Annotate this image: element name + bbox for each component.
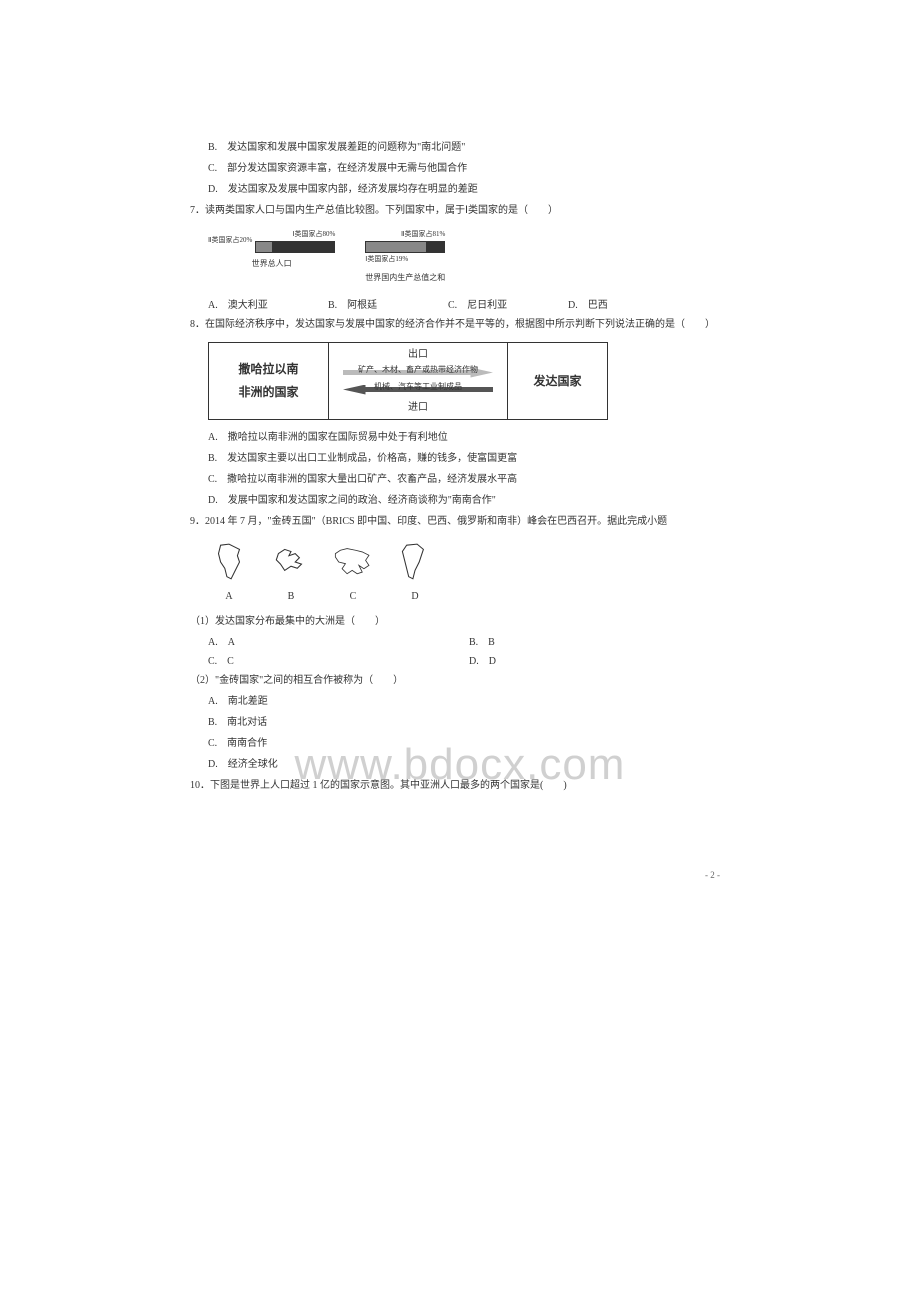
option-b: B. 发达国家和发展中国家发展差距的问题称为"南北问题" (208, 138, 730, 157)
q8-import-label: 进口 (329, 398, 507, 419)
q8-left-1: 撒哈拉以南 (238, 358, 298, 381)
q9-sub2-text: （2）"金砖国家"之间的相互合作被称为（ ） (190, 671, 730, 690)
q7-bar (255, 241, 273, 253)
q10-text: 10．下图是世界上人口超过 1 亿的国家示意图。其中亚洲人口最多的两个国家是( … (190, 776, 730, 795)
q7-label-ii-pop: Ⅱ类国家占20% (208, 234, 252, 247)
q7-label-ii-gdp: Ⅱ类国家占81% (401, 228, 445, 241)
q7-bar (273, 241, 335, 253)
q9-text: 9．2014 年 7 月，"金砖五国"（BRICS 即中国、印度、巴西、俄罗斯和… (190, 512, 730, 531)
q7-bar (427, 241, 445, 253)
q8-a: A. 撒哈拉以南非洲的国家在国际贸易中处于有利地位 (208, 428, 730, 447)
south-america-icon (394, 541, 436, 583)
page-number: - 2 - (705, 870, 720, 880)
option-c: C. 部分发达国家资源丰富，在经济发展中无需与他国合作 (208, 159, 730, 178)
q9-sub1-text: （1）发达国家分布最集中的大洲是（ ） (190, 612, 730, 631)
q8-c: C. 撒哈拉以南非洲的国家大量出口矿产、农畜产品，经济发展水平高 (208, 470, 730, 489)
q7-diagram: Ⅱ类国家占20% Ⅰ类国家占80% 世界总人口 Ⅱ类国家占81% (208, 228, 528, 288)
q8-left-2: 非洲的国家 (238, 381, 298, 404)
asia-icon (332, 541, 374, 583)
q7-label-i-gdp: Ⅰ类国家占19% (365, 253, 445, 266)
q8-export-label: 出口 (329, 343, 507, 364)
q8-diagram: 撒哈拉以南 非洲的国家 出口 矿产、木材、畜产或热带经济作物 机械、汽车等工业制… (208, 342, 608, 420)
q9-label-d: D (411, 587, 418, 606)
q9-sub1-a: A. A (208, 633, 469, 652)
q9-sub2-b: B. 南北对话 (208, 713, 730, 732)
q7-bar (365, 241, 427, 253)
q9-sub1-d: D. D (469, 652, 730, 671)
q9-label-c: C (350, 587, 357, 606)
q8-top-arrow-text: 矿产、木材、畜产或热带经济作物 (358, 362, 478, 377)
q7-caption-right: 世界国内生产总值之和 (365, 270, 445, 285)
q7-d: D. 巴西 (568, 296, 648, 315)
q7-c: C. 尼日利亚 (448, 296, 528, 315)
q9-continents: A B C D (208, 541, 730, 606)
option-d: D. 发达国家及发展中国家内部，经济发展均存在明显的差距 (208, 180, 730, 199)
q9-sub2-d: D. 经济全球化 (208, 755, 730, 774)
q7-caption-left: 世界总人口 (252, 256, 292, 271)
q7-text: 7．读两类国家人口与国内生产总值比较图。下列国家中，属于Ⅰ类国家的是（ ） (190, 201, 730, 220)
q9-sub2-c: C. 南南合作 (208, 734, 730, 753)
q8-b: B. 发达国家主要以出口工业制成品，价格高，赚的钱多，使富国更富 (208, 449, 730, 468)
africa-icon (208, 541, 250, 583)
q8-text: 8．在国际经济秩序中，发达国家与发展中国家的经济合作并不是平等的，根据图中所示判… (190, 315, 730, 334)
q8-bottom-arrow-text: 机械、汽车等工业制成品 (374, 379, 462, 394)
q7-options: A. 澳大利亚 B. 阿根廷 C. 尼日利亚 D. 巴西 (208, 296, 730, 315)
q9-label-a: A (225, 587, 232, 606)
europe-icon (270, 541, 312, 583)
q8-d: D. 发展中国家和发达国家之间的政治、经济商谈称为"南南合作" (208, 491, 730, 510)
q9-sub1-b: B. B (469, 633, 730, 652)
q9-sub1-c: C. C (208, 652, 469, 671)
q7-a: A. 澳大利亚 (208, 296, 288, 315)
q8-right-label: 发达国家 (507, 343, 607, 419)
exam-page: B. 发达国家和发展中国家发展差距的问题称为"南北问题" C. 部分发达国家资源… (190, 138, 730, 797)
q7-label-i-pop: Ⅰ类国家占80% (292, 228, 335, 241)
q9-sub2-a: A. 南北差距 (208, 692, 730, 711)
q7-b: B. 阿根廷 (328, 296, 408, 315)
q9-label-b: B (288, 587, 295, 606)
